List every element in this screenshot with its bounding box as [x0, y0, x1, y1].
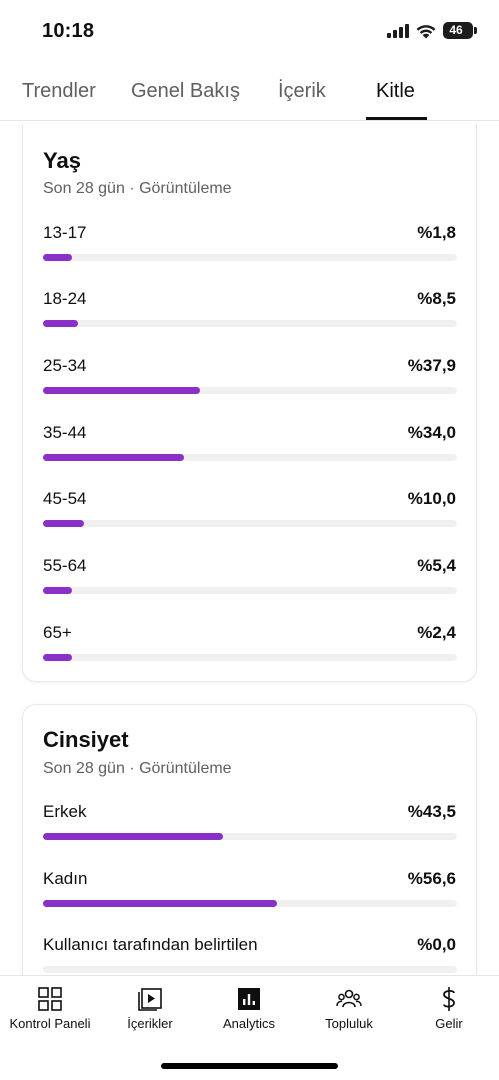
gender-card: Cinsiyet Son 28 gün · Görüntüleme Erkek …: [22, 704, 477, 994]
tab-icerik[interactable]: İçerik: [278, 80, 326, 102]
age-row-value: %2,4: [417, 623, 456, 642]
age-bar-track: [43, 654, 457, 661]
nav-label: Gelir: [435, 1016, 463, 1031]
age-row-label: 35-44: [43, 423, 87, 442]
gender-bar-fill: [43, 900, 278, 907]
age-card: Yaş Son 28 gün · Görüntüleme 13-17 %1,8 …: [22, 124, 477, 682]
battery-icon: 46: [443, 22, 473, 39]
age-row-value: %37,9: [407, 356, 456, 375]
gender-row-value: %56,6: [407, 869, 456, 888]
gender-bar-fill: [43, 833, 224, 840]
battery-level: 46: [449, 23, 463, 37]
age-row-value: %34,0: [407, 423, 456, 442]
gender-bar-track: [43, 900, 457, 907]
age-bar-fill: [43, 320, 79, 327]
age-row-label: 45-54: [43, 489, 87, 508]
gender-row-value: %0,0: [417, 935, 456, 954]
age-bar-fill: [43, 454, 184, 461]
age-bar-track: [43, 520, 457, 527]
nav-label: Analytics: [222, 1016, 276, 1031]
age-bar-track: [43, 254, 457, 261]
active-tab-indicator: [366, 117, 427, 120]
age-row-label: 55-64: [43, 556, 87, 575]
tab-bar: Trendler Genel Bakış İçerik Kitle: [0, 62, 499, 120]
home-indicator: [161, 1063, 338, 1069]
community-icon: [336, 989, 362, 1008]
age-bar-track: [43, 587, 457, 594]
age-bar-fill: [43, 254, 72, 261]
status-time: 10:18: [42, 20, 95, 42]
nav-topluluk[interactable]: Topluluk: [299, 976, 399, 1046]
content-icon: [138, 988, 162, 1011]
tab-trendler[interactable]: Trendler: [22, 80, 96, 102]
tab-genel-bakis[interactable]: Genel Bakış: [131, 80, 240, 102]
analytics-icon: [238, 988, 260, 1010]
gender-bar-track: [43, 833, 457, 840]
age-bar-fill: [43, 587, 72, 594]
tabs-divider: [0, 120, 499, 121]
age-card-title: Yaş: [43, 148, 81, 173]
age-bar-track: [43, 454, 457, 461]
age-bar-track: [43, 320, 457, 327]
gender-row-value: %43,5: [407, 802, 456, 821]
tab-kitle[interactable]: Kitle: [376, 80, 415, 102]
gender-card-subtitle: Son 28 gün · Görüntüleme: [43, 760, 232, 777]
age-card-subtitle: Son 28 gün · Görüntüleme: [43, 180, 232, 197]
gender-bar-track: [43, 966, 457, 973]
nav-label: Kontrol Paneli: [9, 1016, 91, 1031]
age-bar-fill: [43, 387, 200, 394]
nav-analytics[interactable]: Analytics: [199, 976, 299, 1046]
age-row-label: 18-24: [43, 289, 87, 308]
nav-label: Topluluk: [325, 1016, 373, 1031]
age-row-label: 65+: [43, 623, 72, 642]
age-row-label: 13-17: [43, 223, 87, 242]
dashboard-icon: [38, 987, 62, 1011]
battery-cap: [474, 27, 477, 34]
gender-card-title: Cinsiyet: [43, 727, 129, 752]
wifi-icon: [416, 25, 436, 39]
nav-icerikler[interactable]: İçerikler: [100, 976, 200, 1046]
age-row-value: %5,4: [417, 556, 456, 575]
age-row-label: 25-34: [43, 356, 87, 375]
age-row-value: %1,8: [417, 223, 456, 242]
nav-label: İçerikler: [127, 1016, 173, 1031]
gender-row-label: Kadın: [43, 869, 88, 888]
status-bar: 10:18 46: [0, 0, 499, 62]
age-bar-track: [43, 387, 457, 394]
bottom-navigation: Kontrol Paneli İçerikler Analytics Toplu…: [0, 975, 499, 1080]
nav-kontrol-paneli[interactable]: Kontrol Paneli: [0, 976, 100, 1046]
nav-gelir[interactable]: Gelir: [399, 976, 499, 1046]
dollar-icon: [443, 987, 455, 1011]
age-bar-fill: [43, 520, 85, 527]
gender-row-label: Kullanıcı tarafından belirtilen: [43, 935, 258, 954]
age-row-value: %10,0: [407, 489, 456, 508]
gender-row-label: Erkek: [43, 802, 87, 821]
cellular-signal-icon: [387, 24, 409, 38]
age-bar-fill: [43, 654, 72, 661]
age-row-value: %8,5: [417, 289, 456, 308]
